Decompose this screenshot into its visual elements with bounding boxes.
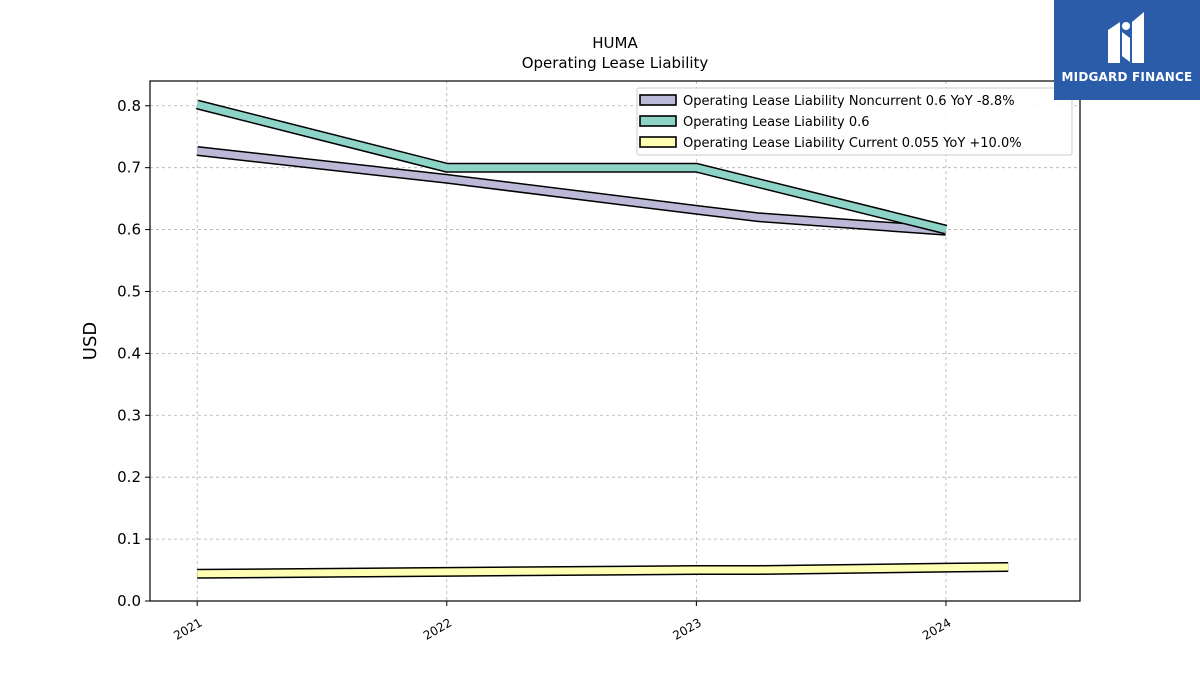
y-tick-label: 0.8: [117, 97, 141, 115]
y-tick-label: 0.3: [117, 406, 141, 424]
legend-label-1: Operating Lease Liability 0.6: [683, 115, 870, 130]
y-axis-label: USD: [80, 322, 101, 360]
series-2-point-0: [196, 573, 198, 575]
chart-title: HUMA: [592, 34, 638, 52]
series-1-point-0: [196, 104, 198, 106]
series-layer: [195, 99, 1009, 579]
series-1-point-2: [696, 167, 698, 169]
series-1-point-3: [945, 229, 947, 231]
legend: Operating Lease Liability Noncurrent 0.6…: [636, 87, 1073, 156]
series-0-point-1: [446, 178, 448, 180]
y-tick-label: 0.1: [117, 530, 141, 548]
series-2-point-1: [446, 571, 448, 573]
series-2-point-3: [757, 569, 759, 571]
chart-subtitle: Operating Lease Liability: [522, 54, 709, 72]
y-tick-label: 0.7: [117, 159, 141, 177]
series-0-point-3: [757, 216, 759, 218]
y-tick-label: 0.4: [117, 344, 141, 362]
series-2-point-5: [1007, 566, 1009, 568]
x-tick-label: 2022: [421, 615, 454, 642]
legend-swatch-1: [639, 115, 677, 127]
logo-icon: [1108, 12, 1144, 63]
series-0-point-0: [196, 150, 198, 152]
x-tick-label: 2024: [920, 615, 953, 642]
series-2-point-2: [696, 569, 698, 571]
x-tick-label: 2021: [171, 615, 204, 642]
series-line-0: [196, 147, 947, 235]
y-tick-label: 0.0: [117, 592, 141, 610]
x-ticks: 2021 2022 2023 2024: [171, 601, 953, 643]
y-tick-label: 0.6: [117, 221, 141, 239]
plot-frame: [149, 80, 1081, 602]
brand-logo: MIDGARD FINANCE: [1054, 0, 1200, 100]
legend-label-0: Operating Lease Liability Noncurrent 0.6…: [683, 94, 1015, 109]
legend-swatch-0: [639, 94, 677, 106]
legend-swatch-2: [639, 136, 677, 148]
logo-text: MIDGARD FINANCE: [1061, 70, 1193, 84]
series-line-1: [196, 101, 947, 233]
series-line-2: [197, 563, 1009, 578]
y-tick-label: 0.2: [117, 468, 141, 486]
series-0-point-2: [696, 209, 698, 211]
legend-box: [636, 87, 1073, 156]
legend-label-2: Operating Lease Liability Current 0.055 …: [683, 136, 1022, 151]
y-tick-label: 0.5: [117, 282, 141, 300]
series-1-point-1: [446, 167, 448, 169]
series-2-point-4: [945, 567, 947, 569]
x-tick-label: 2023: [670, 615, 703, 642]
y-ticks: 0.0 0.1 0.2 0.3 0.4 0.5 0.6 0.7 0.8: [117, 97, 150, 610]
